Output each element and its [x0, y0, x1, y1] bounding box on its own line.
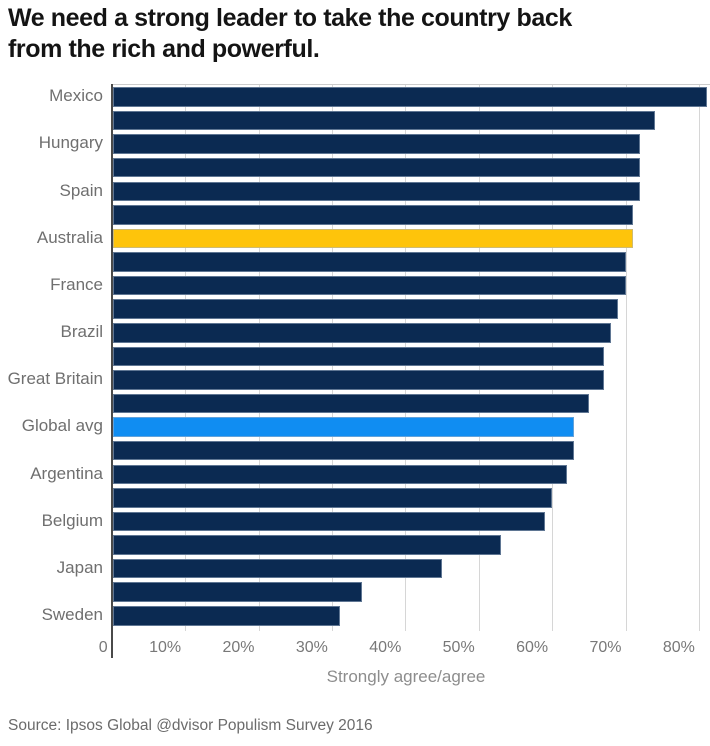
x-tick-label-40: 40%: [369, 639, 402, 656]
category-label-mexico: Mexico: [49, 86, 103, 106]
x-tick-label-30: 30%: [295, 639, 328, 656]
bar-row-4: [113, 157, 641, 178]
bar-australia: [113, 228, 634, 249]
x-tick-label-70: 70%: [589, 639, 622, 656]
bar-hungary: [113, 134, 641, 154]
chart-title-line2: from the rich and powerful.: [8, 35, 320, 63]
bar-japan: [113, 558, 443, 579]
gridline-70%: [625, 85, 627, 631]
x-tick-label-60: 60%: [516, 639, 549, 656]
bar-sweden: [113, 606, 340, 626]
x-tick-label-0: 0: [98, 639, 108, 656]
x-tick-label-10: 10%: [149, 639, 182, 656]
bar-row-22: [113, 582, 362, 602]
x-tick-label-50: 50%: [442, 639, 475, 656]
bar-france: [113, 275, 626, 296]
chart-title: We need a strong leader to take the coun…: [8, 3, 708, 65]
y-axis-line: [110, 84, 113, 658]
bar-argentina: [113, 464, 568, 485]
x-axis-title: Strongly agree/agree: [326, 667, 486, 686]
category-label-great-britain: Great Britain: [7, 369, 103, 389]
category-label-argentina: Argentina: [30, 463, 103, 483]
category-label-global-avg: Global avg: [21, 416, 103, 436]
bar-global-avg: [113, 417, 575, 437]
chart-title-line1: We need a strong leader to take the coun…: [8, 4, 572, 32]
bar-row-16: [113, 440, 575, 461]
source-note: Source: Ipsos Global @dvisor Populism Su…: [8, 717, 373, 734]
category-label-brazil: Brazil: [60, 322, 103, 342]
bar-row-2: [113, 110, 656, 131]
category-label-sweden: Sweden: [41, 605, 103, 625]
bar-spain: [113, 181, 641, 202]
bar-row-12: [113, 346, 604, 367]
bar-great-britain: [113, 370, 604, 390]
x-tick-label-80: 80%: [662, 639, 695, 656]
bar-row-20: [113, 535, 502, 555]
bar-row-18: [113, 488, 553, 508]
bar-row-6: [113, 205, 634, 225]
bar-row-14: [113, 393, 590, 414]
gridline-80%: [698, 85, 700, 631]
bar-row-8: [113, 252, 626, 272]
x-tick-label-20: 20%: [222, 639, 255, 656]
category-label-france: France: [50, 274, 103, 294]
category-label-australia: Australia: [36, 227, 103, 247]
category-label-belgium: Belgium: [41, 510, 103, 530]
category-label-spain: Spain: [59, 180, 103, 200]
bar-brazil: [113, 323, 612, 343]
category-label-japan: Japan: [56, 557, 103, 577]
category-label-hungary: Hungary: [38, 133, 103, 153]
bar-mexico: [113, 87, 707, 107]
plot-top-border: [111, 84, 710, 85]
bar-belgium: [113, 511, 546, 532]
bar-row-10: [113, 299, 619, 319]
